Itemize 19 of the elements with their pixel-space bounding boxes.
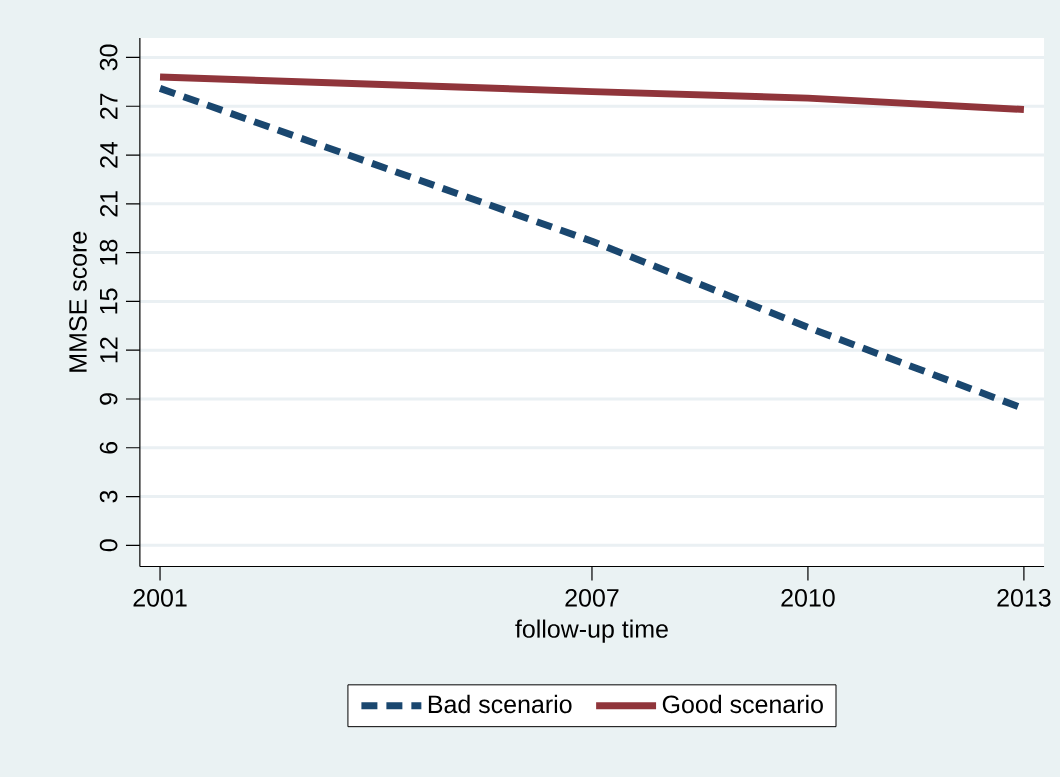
y-tick-label: 9 bbox=[99, 393, 118, 405]
y-tick-label: 27 bbox=[100, 93, 118, 119]
y-tick-label: 30 bbox=[99, 44, 118, 71]
x-tick-label: 2013 bbox=[997, 588, 1051, 607]
y-tick-label: 24 bbox=[100, 141, 118, 168]
x-axis-title: follow-up time bbox=[515, 619, 668, 643]
legend-label: Good scenario bbox=[662, 694, 823, 714]
y-tick-label: 3 bbox=[99, 490, 118, 503]
y-axis-title: MMSE score bbox=[69, 231, 87, 372]
y-tick-label: 18 bbox=[99, 239, 118, 265]
y-tick-label: 12 bbox=[100, 337, 118, 363]
y-tick-label: 0 bbox=[99, 539, 118, 552]
y-tick-label: 15 bbox=[100, 288, 118, 314]
legend-label: Bad scenario bbox=[428, 694, 572, 714]
x-tick-label: 2010 bbox=[781, 588, 835, 607]
y-tick-label: 6 bbox=[99, 441, 118, 454]
x-tick-label: 2001 bbox=[133, 588, 187, 607]
x-tick-label: 2007 bbox=[565, 588, 619, 607]
y-tick-label: 21 bbox=[100, 191, 118, 217]
